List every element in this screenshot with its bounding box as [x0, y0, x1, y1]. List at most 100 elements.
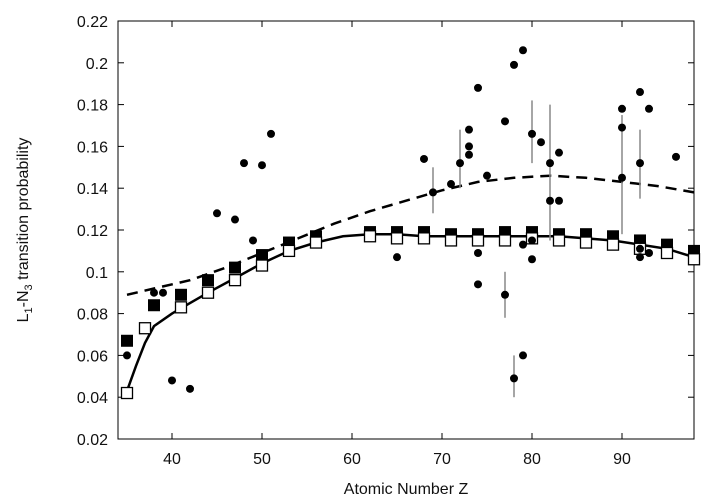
data-point — [528, 129, 536, 138]
data-point — [465, 142, 473, 151]
x-tick-label: 40 — [163, 451, 181, 468]
open-square-point — [390, 232, 404, 245]
data-point — [123, 351, 131, 360]
open-square-point — [201, 286, 215, 299]
data-point — [519, 240, 527, 249]
open-square-point — [120, 386, 134, 400]
x-axis-ticks: 40 50 60 70 80 90 — [163, 21, 631, 468]
data-point — [645, 104, 653, 113]
open-square-point — [471, 234, 485, 247]
open-square-point — [579, 236, 593, 249]
data-point — [672, 152, 680, 161]
open-square-point — [174, 301, 188, 314]
data-point — [501, 117, 509, 126]
x-tick-label: 50 — [253, 451, 271, 468]
data-point — [249, 236, 257, 245]
solid-curve-line — [125, 232, 695, 392]
data-point — [618, 173, 626, 182]
data-point — [186, 384, 194, 393]
open-square-point — [138, 322, 152, 335]
y-axis-ticks: 0.02 0.04 0.06 0.08 0.1 0.12 0.14 0.16 0.18 0.2 0.… — [77, 14, 694, 449]
data-point — [528, 236, 536, 245]
data-point — [231, 215, 239, 224]
data-point — [465, 125, 473, 134]
data-point — [240, 159, 248, 168]
y-axis-label-main: L — [15, 313, 32, 322]
data-point — [618, 123, 626, 132]
data-point — [501, 290, 509, 299]
data-point — [474, 83, 482, 92]
x-axis-label: Atomic Number Z — [344, 481, 469, 498]
plot-frame — [117, 20, 695, 440]
y-tick-label: 0.06 — [77, 348, 108, 365]
open-square-point — [363, 230, 377, 243]
data-point — [429, 188, 437, 197]
x-tick-label: 70 — [433, 451, 451, 468]
data-point — [267, 129, 275, 138]
filled-square-point — [229, 261, 241, 274]
y-tick-label: 0.04 — [77, 390, 108, 407]
open-square-point — [444, 234, 458, 247]
open-square-point — [417, 232, 431, 245]
data-point — [483, 171, 491, 180]
data-point — [636, 88, 644, 97]
x-tick-label: 80 — [523, 451, 541, 468]
y-tick-label: 0.12 — [77, 223, 108, 240]
y-tick-label: 0.16 — [77, 139, 108, 156]
data-point — [465, 150, 473, 159]
data-point — [474, 248, 482, 257]
data-point — [213, 209, 221, 218]
data-point — [258, 161, 266, 170]
y-tick-label: 0.14 — [77, 181, 108, 198]
data-point — [393, 253, 401, 262]
y-tick-label: 0.1 — [86, 265, 108, 282]
data-point — [519, 46, 527, 55]
open-square-point — [552, 234, 566, 247]
filled-square-point — [175, 288, 187, 301]
data-point — [546, 159, 554, 168]
y-axis-label-mid: -N — [15, 290, 32, 307]
data-point — [636, 253, 644, 262]
data-point — [447, 180, 455, 189]
data-point — [474, 280, 482, 289]
series-layer — [120, 46, 701, 400]
x-tick-label: 60 — [343, 451, 361, 468]
data-point — [168, 376, 176, 385]
open-square-point — [282, 244, 296, 258]
data-point — [636, 244, 644, 253]
filled-square-point — [121, 334, 133, 347]
y-tick-label: 0.02 — [77, 432, 108, 449]
data-point — [510, 60, 518, 69]
open-square-point — [498, 234, 512, 247]
data-point — [555, 196, 563, 205]
data-point — [510, 374, 518, 383]
open-square-point — [309, 236, 323, 249]
data-point — [555, 148, 563, 157]
open-square-point — [660, 246, 674, 260]
data-point — [645, 248, 653, 257]
data-point — [618, 104, 626, 113]
y-axis-label-tail: transition probability — [15, 138, 32, 285]
dashed-curve-line — [126, 174, 695, 297]
y-tick-label: 0.08 — [77, 307, 108, 324]
y-axis-label-sub1: 1 — [23, 307, 35, 313]
data-point — [636, 159, 644, 168]
data-point — [159, 288, 167, 297]
filled-square-point — [202, 274, 214, 287]
y-tick-label: 0.2 — [86, 56, 108, 73]
data-point — [456, 159, 464, 168]
data-point — [150, 288, 158, 297]
open-square-point — [228, 274, 242, 287]
open-square-point — [687, 253, 701, 266]
data-point — [546, 196, 554, 205]
y-axis-label-sub2: 3 — [23, 284, 35, 290]
open-square-point — [606, 238, 620, 251]
open-square-point — [255, 259, 269, 272]
y-axis-label: L1-N3 transition probability — [15, 138, 35, 323]
data-point — [519, 351, 527, 360]
y-tick-label: 0.22 — [77, 14, 108, 31]
x-tick-label: 90 — [613, 451, 631, 468]
y-tick-label: 0.18 — [77, 98, 108, 115]
filled-square-point — [256, 249, 268, 262]
